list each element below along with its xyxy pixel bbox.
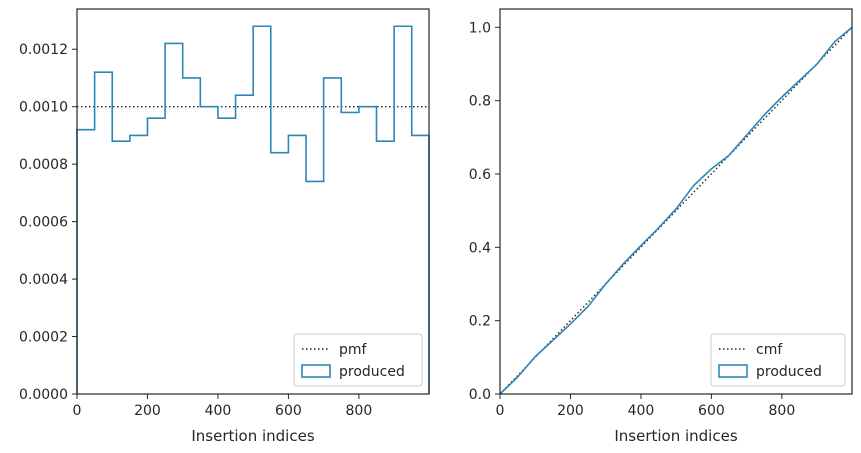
y-tick-label: 0.8 <box>469 94 491 110</box>
x-tick-label: 200 <box>557 403 584 419</box>
pmf-histogram-panel: 0 200 400 600 800 0.0000 0.0002 0.0004 0.0006 0.0… <box>19 8 430 445</box>
y-tick-label: 0.4 <box>469 240 491 256</box>
legend-swatch-produced <box>718 364 748 378</box>
legend-label-pmf: pmf <box>339 342 368 358</box>
x-tick-label: 400 <box>205 403 232 419</box>
y-tick-label: 0.0002 <box>19 330 68 346</box>
legend-label-produced: produced <box>339 364 405 380</box>
y-tick-label: 0.0006 <box>19 215 68 231</box>
legend-box <box>710 333 846 387</box>
x-axis-label: Insertion indices <box>191 427 314 445</box>
y-tick-label: 0.0010 <box>19 100 68 116</box>
x-tick-label: 600 <box>698 403 725 419</box>
x-tick-label: 600 <box>275 403 302 419</box>
series-cmf-line <box>499 26 853 395</box>
y-tick-label: 0.2 <box>469 314 491 330</box>
legend-swatch-produced <box>301 364 331 378</box>
legend: cmf produced <box>710 333 846 387</box>
x-tick-label: 200 <box>134 403 161 419</box>
x-axis-label: Insertion indices <box>614 427 737 445</box>
y-tick-label: 0.0008 <box>19 157 68 173</box>
cmf-line-panel: 0 200 400 600 800 0.0 0.2 0.4 0.6 0.8 1.0 Insertion… <box>469 8 853 445</box>
plot-frame <box>499 8 853 395</box>
x-tick-label: 800 <box>769 403 796 419</box>
legend-box <box>293 333 423 387</box>
y-tick-label: 0.6 <box>469 167 491 183</box>
y-tick-label: 0.0012 <box>19 42 68 58</box>
x-tick-label: 800 <box>346 403 373 419</box>
y-tick-label: 0.0004 <box>19 272 68 288</box>
legend-label-produced: produced <box>756 364 822 380</box>
series-produced-line <box>499 26 853 395</box>
series-produced-step <box>76 25 430 394</box>
y-tick-label: 1.0 <box>469 20 491 36</box>
x-tick-label: 400 <box>628 403 655 419</box>
x-tick-label: 0 <box>496 403 505 419</box>
legend-label-cmf: cmf <box>756 342 783 358</box>
y-tick-label: 0.0000 <box>19 387 68 403</box>
y-tick-label: 0.0 <box>469 387 491 403</box>
legend: pmf produced <box>293 333 423 387</box>
plot-frame <box>76 8 430 395</box>
x-tick-label: 0 <box>73 403 82 419</box>
